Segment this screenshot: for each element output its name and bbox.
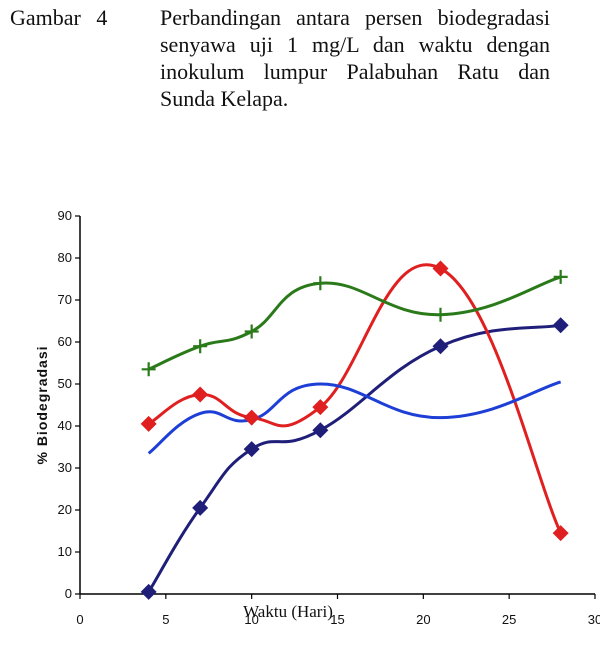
series-2-point [432,260,449,277]
chart-axes: 0 10 20 30 40 50 60 70 80 90 0 5 10 15 20 25 30 [58,208,600,627]
series-3-point [553,269,568,284]
series-3-point [193,339,208,354]
series-2-point [243,409,260,426]
chart-series-lines [147,263,563,593]
chart-series-markers [140,260,569,600]
x-tick-label: 30 [588,612,600,627]
x-tick-label: 20 [416,612,430,627]
x-axis-label: Waktu (Hari) [243,602,333,621]
chart-axis-labels: % Biodegradasi Waktu (Hari) [34,345,333,621]
series-1-point [552,317,569,334]
series-1-point [140,583,157,600]
x-tick-label: 15 [330,612,344,627]
figure-caption-text: Perbandingan antara persen biodegradasi … [160,5,550,111]
y-tick-label: 80 [58,250,72,265]
series-1-point [243,441,260,458]
y-tick-label: 90 [58,208,72,223]
figure-caption-label: Gambar 4 [10,5,108,30]
series-3-point [313,276,328,291]
x-tick-label: 25 [502,612,516,627]
series-2-point [140,415,157,432]
series-2-point [552,525,569,542]
y-tick-label: 20 [58,502,72,517]
y-tick-label: 60 [58,334,72,349]
series-2-point [192,386,209,403]
y-axis-label: % Biodegradasi [34,345,50,464]
x-tick-label: 5 [162,612,169,627]
y-tick-label: 50 [58,376,72,391]
series-1-line [147,323,561,593]
y-tick-label: 10 [58,544,72,559]
x-tick-label: 0 [76,612,83,627]
series-3-point [141,362,156,377]
series-2-point [312,399,329,416]
series-1-point [192,499,209,516]
series-4-line [147,380,562,455]
y-tick-label: 40 [58,418,72,433]
y-tick-label: 0 [65,586,72,601]
x-tick-label: 10 [244,612,258,627]
y-tick-label: 30 [58,460,72,475]
series-1-point [432,338,449,355]
series-1-point [312,422,329,439]
series-3-point [244,324,259,339]
series-3-point [433,307,448,322]
y-tick-label: 70 [58,292,72,307]
